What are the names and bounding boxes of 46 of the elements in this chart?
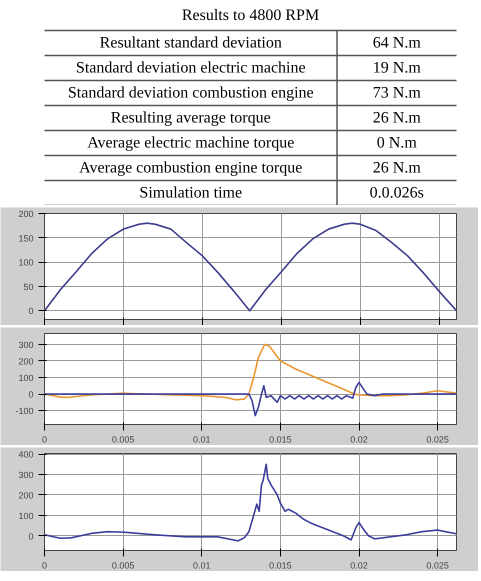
- y-tick-label: 0: [28, 390, 34, 400]
- line-series: [44, 464, 456, 542]
- y-tick-label: -100: [15, 406, 34, 416]
- y-tick-label: 50: [23, 282, 34, 292]
- text: 73 N.m: [372, 84, 422, 102]
- text: Average electric machine torque: [87, 134, 294, 152]
- text: Standard deviation electric machine: [76, 60, 306, 76]
- text: Resultant standard deviation: [100, 34, 282, 52]
- text: 26 N.m: [372, 160, 422, 176]
- y-tick-label: 0: [28, 306, 34, 316]
- x-tick-label: 0.01: [192, 434, 211, 444]
- y-tick-label: 100: [18, 510, 34, 521]
- text: Resulting average torque: [110, 110, 271, 126]
- y-tick-label: 0: [28, 531, 34, 542]
- x-tick-label: 0.02: [350, 560, 368, 570]
- x-tick-label: 0.02: [350, 434, 368, 444]
- y-tick-label: 300: [18, 470, 34, 480]
- y-tick-label: 300: [18, 340, 34, 350]
- x-tick-label: 0: [42, 560, 48, 570]
- x-tick-label: 0.025: [426, 434, 449, 444]
- x-tick-label: 0.005: [112, 434, 134, 444]
- text: 26 N.m: [372, 110, 422, 126]
- text: 0.0.026s: [370, 184, 424, 202]
- y-tick-label: 150: [18, 233, 34, 244]
- text: Standard deviation combustion engine: [68, 84, 314, 102]
- x-tick-label: 0.015: [269, 560, 292, 570]
- text: 19 N.m: [372, 60, 422, 76]
- x-tick-label: 0.025: [426, 560, 449, 570]
- line-series: [44, 344, 456, 401]
- y-tick-label: 200: [18, 356, 34, 366]
- text: Average combustion engine torque: [79, 160, 302, 176]
- x-tick-label: 0: [42, 434, 48, 444]
- text: 64 N.m: [372, 34, 422, 52]
- text: Results to 4800 RPM: [182, 7, 320, 24]
- x-tick-label: 0.01: [192, 560, 211, 570]
- text: 0 N.m: [376, 134, 418, 152]
- x-tick-label: 0.015: [269, 434, 292, 444]
- line-series: [44, 222, 456, 312]
- y-tick-label: 400: [18, 450, 34, 460]
- y-tick-label: 200: [18, 209, 34, 219]
- x-tick-label: 0.005: [112, 560, 134, 570]
- text: Simulation time: [139, 184, 242, 202]
- line-series: [44, 382, 456, 416]
- y-tick-label: 100: [18, 373, 34, 384]
- y-tick-label: 100: [18, 258, 34, 268]
- y-tick-label: 200: [18, 490, 34, 500]
